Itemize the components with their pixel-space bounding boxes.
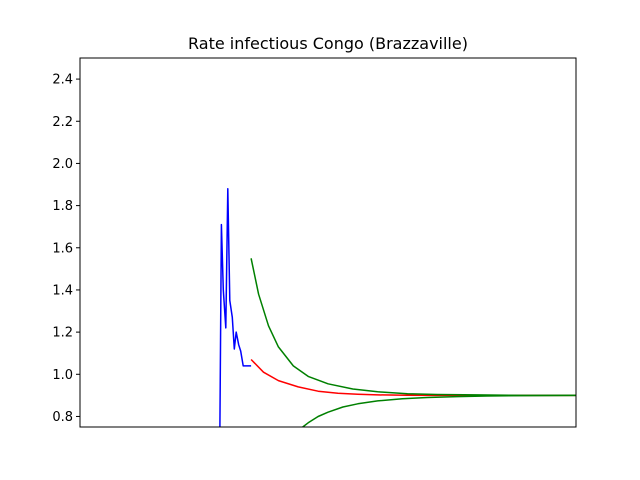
series-line-1 [250,358,576,397]
y-tick-label: 2.2 [52,115,73,130]
series-line-0 [219,187,252,427]
y-tick-label: 1.0 [52,368,73,383]
y-tick-label: 2.0 [52,157,73,172]
y-tick-label: 1.6 [52,241,73,256]
y-tick-label: 2.4 [52,73,73,88]
chart-title: Rate infectious Congo (Brazzaville) [188,34,468,53]
series-layer [219,187,576,427]
y-tick-label: 1.4 [52,283,73,298]
y-tick-label: 0.8 [52,410,73,425]
plot-frame [79,57,577,428]
y-tick-label: 1.2 [52,326,73,341]
series-line-3 [302,394,576,427]
y-tick-label: 1.8 [52,199,73,214]
series-line-2 [250,258,576,397]
y-axis-ticks: 0.8 1.0 1.2 1.4 1.6 1.8 2.0 2.2 2.4 [52,73,80,425]
